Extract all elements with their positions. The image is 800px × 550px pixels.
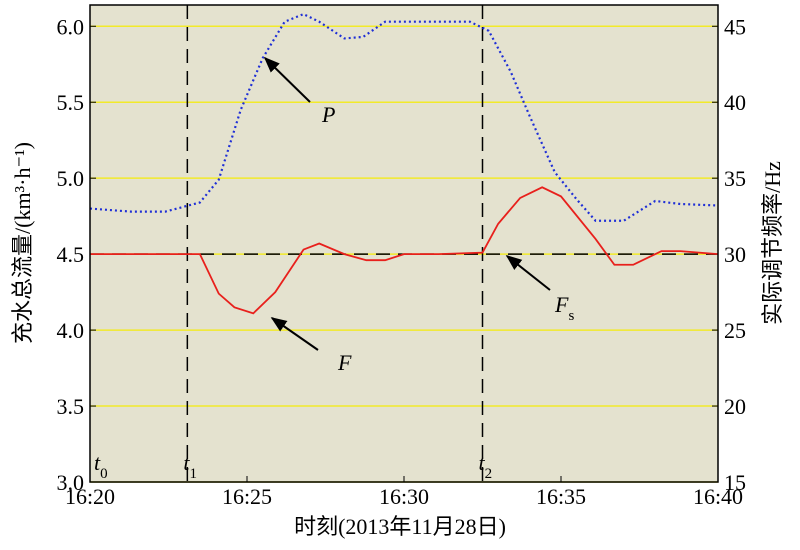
reference-label-sub: 1 xyxy=(189,466,197,482)
reference-label-main: t xyxy=(94,450,101,475)
x-tick-label: 16:25 xyxy=(222,484,272,509)
series-label: P xyxy=(321,102,335,127)
y-tick-label: 5.0 xyxy=(57,166,85,191)
reference-label-main: t xyxy=(183,450,190,475)
x-axis-title: 时刻(2013年11月28日) xyxy=(294,514,506,539)
annotation-arrow xyxy=(505,255,551,291)
reference-label: Fs xyxy=(554,292,574,324)
reference-label-main: F xyxy=(554,292,569,317)
series-label: F xyxy=(337,350,352,375)
y2-tick-label: 45 xyxy=(724,14,746,39)
plot-frame xyxy=(89,4,719,483)
y-tick-label: 4.5 xyxy=(57,242,85,267)
reference-label: t0 xyxy=(94,450,108,482)
x-tick-label: 16:20 xyxy=(65,484,115,509)
y2-tick-label: 20 xyxy=(724,394,746,419)
annotation-arrow xyxy=(263,56,311,103)
x-tick-label: 16:35 xyxy=(536,484,586,509)
x-tick-label: 16:40 xyxy=(693,484,743,509)
series-line xyxy=(89,12,719,222)
reference-label-sub: s xyxy=(568,308,574,324)
annotation-arrow xyxy=(270,317,319,351)
y-tick-label: 3.0 xyxy=(57,470,85,495)
reference-label-sub: 2 xyxy=(485,466,493,482)
y2-tick-label: 30 xyxy=(724,242,746,267)
reference-label-main: t xyxy=(479,450,486,475)
y-tick-label: 5.5 xyxy=(57,90,85,115)
x-tick-label: 16:30 xyxy=(379,484,429,509)
series-line xyxy=(90,186,719,315)
reference-label: t1 xyxy=(183,450,197,482)
y-axis-title: 充水总流量/(km³·h⁻¹) xyxy=(10,142,35,344)
y-tick-label: 4.0 xyxy=(57,318,85,343)
reference-label: t2 xyxy=(479,450,493,482)
plot-area xyxy=(90,5,718,482)
y2-tick-label: 25 xyxy=(724,318,746,343)
y2-tick-label: 40 xyxy=(724,90,746,115)
y2-tick-label: 35 xyxy=(724,166,746,191)
y-tick-label: 3.5 xyxy=(57,394,85,419)
y2-axis-title: 实际调节频率/Hz xyxy=(760,161,785,325)
y2-tick-label: 15 xyxy=(724,470,746,495)
reference-label-sub: 0 xyxy=(100,466,108,482)
y-tick-label: 6.0 xyxy=(57,14,85,39)
